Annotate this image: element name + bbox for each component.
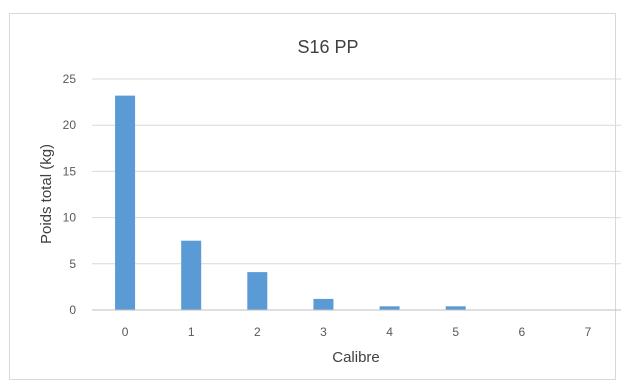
y-tick-label: 25 — [63, 72, 77, 86]
y-tick-label: 10 — [63, 211, 77, 225]
x-tick-labels: 0 1 2 3 4 5 6 7 — [122, 325, 592, 339]
x-tick-label: 7 — [585, 325, 592, 339]
y-tick-label: 20 — [63, 118, 77, 132]
y-tick-label: 15 — [63, 164, 77, 178]
y-axis-title: Poids total (kg) — [38, 144, 55, 244]
x-tick-label: 0 — [122, 325, 129, 339]
bar-1 — [181, 240, 202, 310]
x-axis-title: Calibre — [332, 349, 380, 366]
y-tick-label: 0 — [69, 303, 76, 317]
bars — [115, 95, 466, 310]
bar-5 — [445, 306, 466, 310]
x-tick-label: 3 — [320, 325, 327, 339]
chart-title: S16 PP — [297, 37, 358, 57]
gridlines — [92, 78, 621, 265]
x-tick-label: 4 — [386, 325, 393, 339]
x-tick-label: 6 — [518, 325, 525, 339]
y-tick-labels: 0 5 10 15 20 25 — [63, 72, 77, 317]
bar-3 — [313, 298, 334, 310]
y-tick-label: 5 — [69, 257, 76, 271]
chart-frame — [9, 13, 616, 380]
bar-4 — [379, 306, 400, 310]
x-tick-label: 5 — [452, 325, 459, 339]
x-tick-label: 1 — [188, 325, 195, 339]
bar-0 — [115, 95, 136, 310]
x-tick-label: 2 — [254, 325, 261, 339]
bar-2 — [247, 272, 268, 310]
